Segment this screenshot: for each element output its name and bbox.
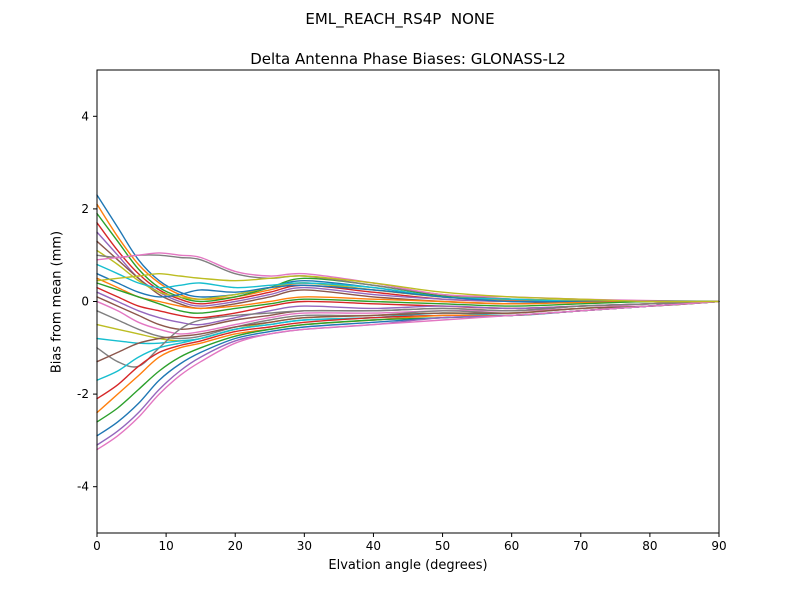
y-tick-label: 2 — [81, 202, 89, 216]
axes-title: Delta Antenna Phase Biases: GLONASS-L2 — [250, 50, 566, 68]
x-axis-label: Elvation angle (degrees) — [328, 558, 488, 573]
plot-line — [96, 203, 720, 303]
y-tick-label: -4 — [77, 480, 89, 494]
plot-line — [96, 300, 720, 363]
plot-line — [96, 300, 720, 400]
y-tick-label: 4 — [81, 109, 89, 123]
x-tick-label: 60 — [504, 539, 519, 553]
y-tick-label: 0 — [81, 295, 89, 309]
x-tick-label: 80 — [642, 539, 657, 553]
x-tick-label: 20 — [228, 539, 243, 553]
y-tick-label: -2 — [77, 387, 89, 401]
plot-line — [96, 300, 720, 451]
plot-line — [96, 194, 720, 303]
plot-line — [96, 273, 720, 303]
x-tick-label: 70 — [573, 539, 588, 553]
plot-line — [96, 282, 720, 314]
x-tick-label: 40 — [366, 539, 381, 553]
x-tick-label: 90 — [711, 539, 726, 553]
x-tick-label: 0 — [93, 539, 101, 553]
plot-line — [96, 254, 720, 303]
x-tick-label: 50 — [435, 539, 450, 553]
plot-line — [96, 273, 720, 303]
x-tick-label: 10 — [158, 539, 173, 553]
x-tick-label: 30 — [297, 539, 312, 553]
figure-suptitle: EML_REACH_RS4P NONE — [305, 10, 495, 28]
